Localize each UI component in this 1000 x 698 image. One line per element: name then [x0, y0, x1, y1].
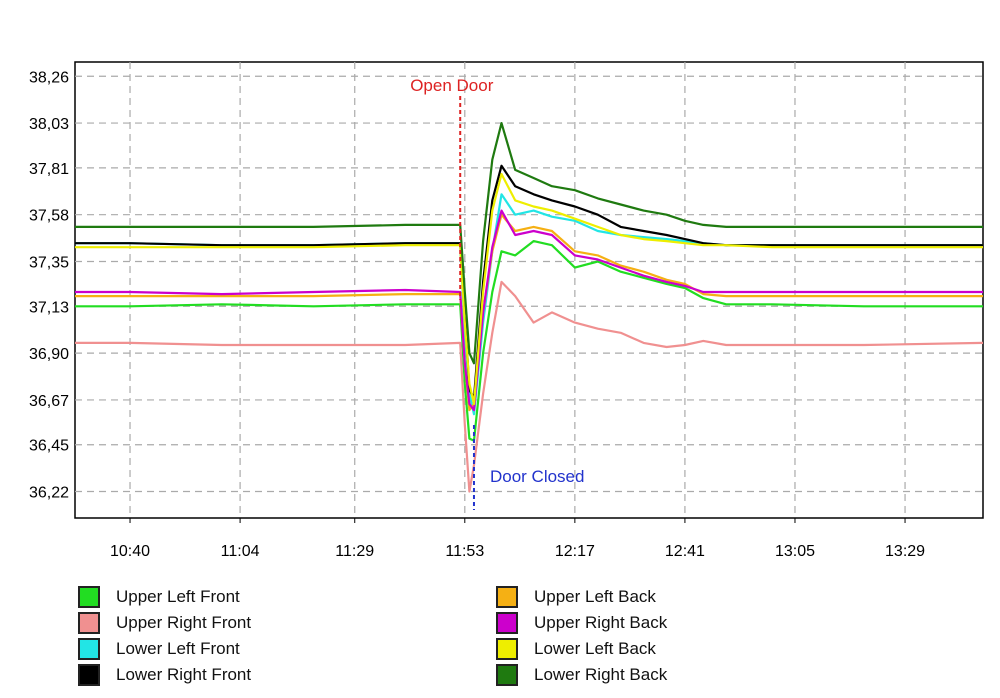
legend: Upper Left Front Upper Right Front Lower…: [0, 580, 1000, 690]
legend-item-lower-right-front: Lower Right Front: [78, 662, 251, 688]
legend-swatch-lower-right-front: [78, 664, 100, 686]
legend-item-lower-left-front: Lower Left Front: [78, 636, 240, 662]
legend-label-upper-right-front: Upper Right Front: [116, 613, 252, 632]
legend-item-lower-right-back: Lower Right Back: [496, 662, 667, 688]
door-closed-label: Door Closed: [490, 467, 585, 486]
y-tick-label: 36,67: [29, 393, 69, 410]
legend-label-upper-right-back: Upper Right Back: [534, 613, 668, 632]
legend-label-lower-right-front: Lower Right Front: [116, 665, 252, 684]
series-line-upper-left-back: [75, 213, 983, 412]
series-line-lower-right-back: [75, 121, 983, 365]
y-tick-label: 38,26: [29, 69, 69, 86]
legend-item-lower-left-back: Lower Left Back: [496, 636, 656, 662]
legend-swatch-lower-left-back: [496, 638, 518, 660]
x-tick-label: 13:05: [775, 543, 815, 560]
series-lines: [75, 121, 984, 493]
legend-swatch-upper-right-front: [78, 612, 100, 634]
x-tick-label: 11:04: [221, 543, 260, 560]
open-door-label: Open Door: [410, 76, 493, 95]
y-tick-label: 37,81: [29, 161, 69, 178]
x-tick-label: 13:29: [885, 543, 925, 560]
y-tick-label: 38,03: [29, 116, 69, 133]
temperature-line-chart: 38,26 38,03 37,81 37,58 37,35 37,13 36,90 36,67…: [29, 61, 984, 560]
legend-item-upper-left-back: Upper Left Back: [496, 584, 656, 610]
x-tick-label: 10:40: [110, 543, 150, 560]
legend-swatch-upper-left-back: [496, 586, 518, 608]
x-tick-label: 12:41: [665, 543, 705, 560]
legend-swatch-upper-left-front: [78, 586, 100, 608]
y-tick-label: 37,35: [29, 255, 69, 272]
plot-area: [74, 61, 984, 519]
x-tick-label: 12:17: [555, 543, 595, 560]
legend-item-upper-right-back: Upper Right Back: [496, 610, 667, 636]
series-line-upper-right-front: [75, 280, 984, 493]
legend-label-lower-left-front: Lower Left Front: [116, 639, 240, 658]
legend-label-upper-left-back: Upper Left Back: [534, 587, 656, 606]
legend-item-upper-right-front: Upper Right Front: [78, 610, 251, 636]
annotations: Open Door Door Closed: [410, 76, 584, 510]
series-line-lower-left-back: [75, 172, 983, 406]
legend-item-upper-left-front: Upper Left Front: [78, 584, 240, 610]
legend-label-lower-right-back: Lower Right Back: [534, 665, 668, 684]
x-tick-label: 11:29: [335, 543, 374, 560]
series-line-upper-left-front: [75, 240, 983, 442]
legend-swatch-lower-left-front: [78, 638, 100, 660]
legend-swatch-upper-right-back: [496, 612, 518, 634]
legend-label-upper-left-front: Upper Left Front: [116, 587, 240, 606]
y-axis-ticks: 38,26 38,03 37,81 37,58 37,35 37,13 36,90 36,67…: [29, 69, 69, 501]
legend-swatch-lower-right-back: [496, 664, 518, 686]
y-tick-label: 36,90: [29, 346, 69, 363]
x-axis-ticks: 10:40 11:04 11:29 11:53 12:17 12:41 13:05 13:29: [110, 518, 925, 560]
series-line-upper-right-back: [75, 209, 983, 412]
y-tick-label: 36,45: [29, 438, 69, 455]
y-tick-label: 36,22: [29, 485, 69, 502]
y-tick-label: 37,58: [29, 208, 69, 225]
legend-label-lower-left-back: Lower Left Back: [534, 639, 656, 658]
x-tick-label: 11:53: [445, 543, 484, 560]
y-tick-label: 37,13: [29, 299, 69, 316]
series-line-lower-right-front: [75, 164, 983, 399]
